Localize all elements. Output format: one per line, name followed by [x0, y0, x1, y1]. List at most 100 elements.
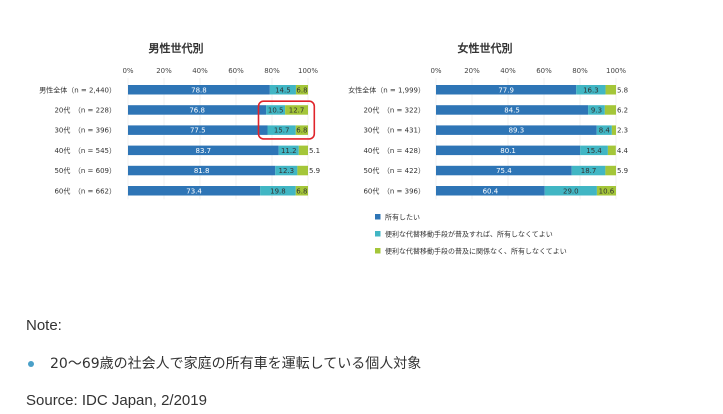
data-label: 9.3 [591, 106, 602, 114]
data-label: 12.3 [279, 167, 295, 175]
data-label: 5.1 [309, 147, 320, 155]
bar-segment [436, 85, 577, 95]
bar-segment [278, 145, 299, 156]
bar-segment [285, 105, 308, 115]
data-label: 14.5 [275, 86, 291, 94]
data-label: 19.8 [270, 187, 286, 195]
bar-segment [275, 165, 298, 176]
category-label: 女性全体（n = 1,999） [348, 85, 425, 94]
bar-segment [580, 145, 608, 156]
data-label: 5.9 [617, 167, 628, 175]
bar-segment [128, 85, 270, 95]
bar-segment [544, 186, 597, 196]
note-heading: Note: [26, 317, 62, 334]
axis-tick-label: 20% [156, 67, 172, 75]
data-label: 89.3 [509, 127, 525, 135]
category-label: 50代 （n = 609） [54, 166, 116, 175]
data-label: 80.1 [500, 147, 516, 155]
legend-label: 所有したい [385, 213, 420, 222]
bar-segment [571, 165, 606, 176]
category-label: 60代 （n = 662） [54, 186, 116, 195]
bar-segment [128, 145, 279, 156]
bar-segment [298, 145, 308, 156]
note-text: 20～69歳の社会人で家庭の所有車を運転している個人対象 [50, 356, 422, 372]
data-label: 6.8 [296, 86, 307, 94]
data-label: 8.4 [599, 127, 611, 135]
note-item: 20～69歳の社会人で家庭の所有車を運転している個人対象 [26, 352, 706, 376]
data-label: 78.8 [191, 86, 207, 94]
bar-segment [596, 125, 612, 135]
bullet-icon [28, 361, 34, 367]
bar-segment [128, 165, 276, 176]
data-label: 11.2 [281, 147, 297, 155]
axis-tick-label: 40% [192, 67, 208, 75]
category-label: 50代 （n = 422） [363, 166, 425, 175]
data-label: 83.7 [196, 147, 212, 155]
data-label: 4.4 [617, 147, 629, 155]
data-label: 16.3 [583, 86, 599, 94]
bar-segment [266, 105, 286, 115]
bar-segment [607, 145, 616, 156]
note-section: Note: 20～69歳の社会人で家庭の所有車を運転している個人対象 [26, 314, 706, 376]
bar-segment [269, 85, 296, 95]
data-label: 6.2 [617, 106, 628, 114]
category-label: 男性全体（n = 2,440） [39, 85, 116, 94]
data-label: 10.6 [599, 187, 615, 195]
bar-segment [295, 125, 308, 135]
bar-segment [588, 105, 605, 115]
data-label: 6.8 [296, 127, 307, 135]
data-label: 60.4 [483, 187, 499, 195]
axis-tick-label: 100% [298, 67, 318, 75]
data-label: 29.0 [563, 187, 579, 195]
category-label: 60代 （n = 396） [363, 186, 425, 195]
axis-tick-label: 80% [572, 67, 588, 75]
category-label: 30代 （n = 431） [363, 126, 425, 135]
bar-segment [436, 165, 572, 176]
bar-segment [128, 186, 261, 196]
bar-segment [295, 186, 308, 196]
axis-tick-label: 0% [430, 67, 441, 75]
data-label: 5.9 [309, 167, 320, 175]
data-label: 2.3 [617, 127, 628, 135]
axis-tick-label: 20% [464, 67, 480, 75]
category-label: 40代 （n = 428） [363, 146, 425, 155]
category-label: 20代 （n = 322） [363, 105, 425, 114]
legend-swatch [375, 231, 381, 237]
bar-segment [605, 85, 616, 95]
survey-charts: 男性世代別 0% 20% 40% 60% 80% 100% 男性全体（n = 2,440） 78… [39, 41, 629, 256]
axis-tick-label: 60% [536, 67, 552, 75]
legend-label: 便利な代替移動手段が普及すれば、所有しなくてよい [385, 230, 553, 239]
data-label: 77.5 [190, 127, 206, 135]
axis-tick-label: 80% [264, 67, 280, 75]
bar-segment [128, 105, 267, 115]
axis-tick-label: 100% [606, 67, 626, 75]
bar-segment [604, 105, 616, 115]
bar-segment [267, 125, 296, 135]
chart-title-2: 女性世代別 [458, 41, 513, 55]
bar-segment [436, 145, 581, 156]
axis-tick-label: 60% [228, 67, 244, 75]
category-label: 40代 （n = 545） [54, 146, 116, 155]
axis-tick-label: 40% [500, 67, 516, 75]
bar-segment [596, 186, 616, 196]
category-label: 20代 （n = 228） [54, 105, 116, 114]
bar-segment [297, 165, 308, 176]
data-label: 84.5 [504, 106, 520, 114]
bar-segment [611, 125, 616, 135]
chart-title-1: 男性世代別 [149, 41, 204, 55]
bar-segment [436, 186, 545, 196]
source-text: Source: IDC Japan, 2/2019 [26, 392, 207, 409]
data-label: 15.7 [274, 127, 290, 135]
data-label: 77.9 [498, 86, 514, 94]
bar-segment [605, 165, 616, 176]
data-label: 6.8 [296, 187, 307, 195]
legend-swatch [375, 214, 381, 220]
bar-segment [295, 85, 308, 95]
legend-swatch [375, 248, 381, 254]
data-label: 10.5 [268, 106, 284, 114]
bar-segment [128, 125, 268, 135]
legend-label: 便利な代替移動手段の普及に関係なく、所有しなくてよい [385, 247, 567, 256]
data-label: 75.4 [496, 167, 512, 175]
data-label: 15.4 [586, 147, 602, 155]
bar-segment [576, 85, 606, 95]
